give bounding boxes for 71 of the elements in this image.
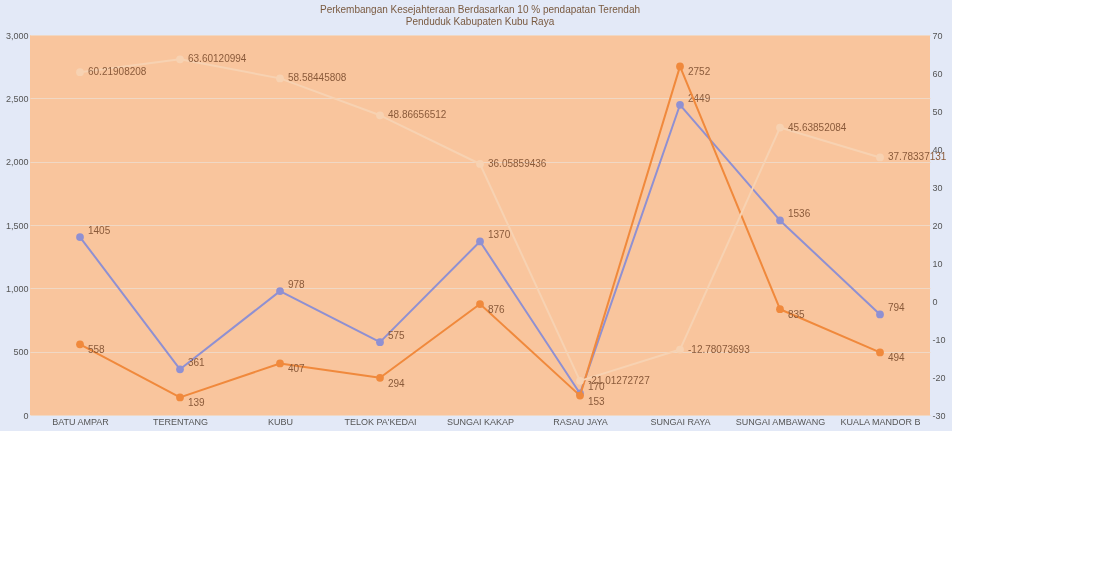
y-tick-label: 1,000: [5, 283, 29, 294]
data-label: 876: [488, 304, 506, 316]
point: [376, 338, 384, 347]
point: [176, 365, 184, 374]
y-tick-label: 0: [23, 410, 29, 421]
data-label: 794: [888, 302, 906, 314]
point: [876, 348, 884, 357]
point: [676, 100, 684, 109]
x-tick-label: SUNGAI KAKAP: [446, 416, 515, 427]
x-tick-label: TELOK PA'KEDAI: [344, 416, 417, 427]
data-label: 58.58445808: [288, 72, 347, 84]
point: [876, 310, 884, 319]
data-label: 2752: [688, 66, 711, 78]
point: [476, 300, 484, 308]
data-label: 153: [588, 395, 606, 407]
y2-tick-label: 70: [932, 30, 943, 41]
point: [276, 287, 284, 295]
point: [676, 345, 684, 354]
data-label: 48.86656512: [388, 109, 447, 121]
text: Penduduk Kabupaten Kubu Raya: [405, 16, 555, 27]
point: [876, 153, 884, 162]
data-label: 575: [388, 330, 406, 342]
y2-tick-label: 50: [932, 106, 943, 117]
y2-tick-label: 30: [932, 182, 943, 193]
data-label: 558: [88, 344, 106, 356]
data-label: 407: [288, 363, 306, 375]
x-tick-label: RASAU JAYA: [553, 416, 608, 427]
y-tick-label: 2,500: [5, 93, 29, 104]
data-label: 361: [188, 357, 206, 369]
point: [776, 216, 784, 225]
data-label: 294: [388, 377, 406, 389]
x-tick-label: TERENTANG: [153, 416, 208, 427]
y2-tick-label: -30: [932, 410, 946, 421]
y2-tick-label: 60: [932, 68, 943, 79]
y-tick-label: 500: [13, 347, 29, 358]
data-label: 1370: [488, 229, 511, 241]
point: [276, 359, 284, 368]
data-label: 63.60120994: [188, 53, 247, 65]
text: Perkembangan Kesejahteraan Berdasarkan 10 % pendapatan Terendah: [319, 4, 641, 15]
x-tick-label: KUBU: [267, 416, 294, 427]
y2-tick-label: 0: [932, 296, 938, 307]
point: [176, 393, 184, 402]
point: [776, 305, 784, 314]
x-tick-label: SUNGAI AMBAWANG: [735, 416, 826, 427]
point: [676, 62, 684, 71]
data-label: 36.05859436: [488, 157, 547, 169]
data-label: 494: [888, 352, 906, 364]
point: [76, 233, 84, 241]
x-tick-label: BATU AMPAR: [52, 416, 110, 427]
point: [476, 237, 484, 246]
data-label: 60.21908208: [88, 66, 147, 78]
data-label: 139: [188, 397, 206, 409]
y2-tick-label: 10: [932, 258, 943, 269]
y-tick-label: 2,000: [5, 157, 29, 168]
data-label: 45.63852084: [788, 121, 847, 133]
x-tick-label: KUALA MANDOR B: [840, 416, 921, 427]
point: [476, 160, 484, 168]
data-label: 170: [588, 381, 606, 393]
y2-tick-label: 20: [932, 220, 943, 231]
point: [76, 340, 84, 349]
point: [376, 373, 384, 382]
data-label: 1405: [88, 225, 111, 237]
data-label: 1536: [788, 208, 811, 220]
y-tick-label: 3,000: [5, 30, 29, 41]
y2-tick-label: -20: [932, 372, 946, 383]
data-label: 978: [288, 279, 306, 291]
y2-tick-label: -10: [932, 334, 946, 345]
y-tick-label: 1,500: [5, 220, 29, 231]
data-label: -12.78073693: [688, 343, 751, 355]
x-tick-label: SUNGAI RAYA: [650, 416, 711, 427]
point: [576, 376, 584, 385]
